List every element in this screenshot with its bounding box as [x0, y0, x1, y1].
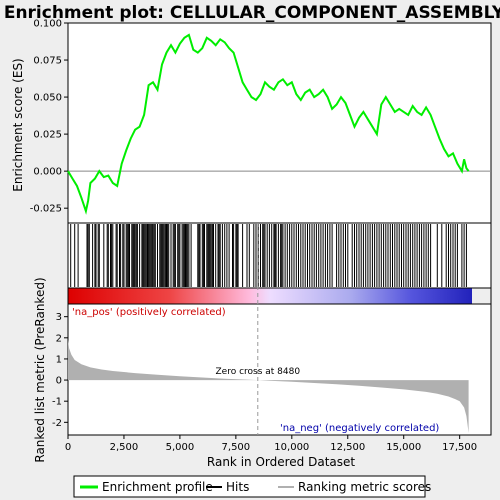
x-axis-ticks: 0 2,500 5,000 7,500 10,000 12,500 15,000 17,500	[65, 435, 477, 453]
es-y-axis-label: Enrichment score (ES)	[11, 58, 25, 191]
es-tick-label: 0.000	[33, 167, 62, 178]
metric-tick-label: 1	[56, 354, 62, 365]
x-tick-label: 15,000	[386, 442, 421, 453]
metric-y-ticks: -2 -1 0 1 2 3	[52, 312, 68, 429]
es-tick-label: 0.025	[33, 130, 62, 141]
legend-box	[73, 475, 426, 498]
metric-tick-label: 0	[56, 376, 62, 387]
metric-tick-label: -2	[52, 418, 62, 429]
metric-y-axis-label: Ranked list metric (PreRanked)	[33, 277, 47, 462]
x-tick-label: 7,500	[222, 442, 251, 453]
es-tick-label: 0.100	[33, 19, 62, 30]
x-tick-label: 17,500	[442, 442, 477, 453]
es-tick-label: 0.050	[33, 93, 62, 104]
x-tick-label: 0	[65, 442, 71, 453]
metric-tick-label: -1	[52, 397, 62, 408]
x-axis-label: Rank in Ordered Dataset	[207, 455, 355, 469]
neg-correlation-label: 'na_neg' (negatively correlated)	[280, 423, 439, 434]
metric-panel	[67, 303, 492, 436]
hit-markers	[70, 224, 467, 287]
x-tick-label: 10,000	[274, 442, 309, 453]
legend-enrichment-label: Enrichment profile	[102, 480, 213, 494]
metric-tick-label: 2	[56, 333, 62, 344]
rank-color-bar	[68, 288, 472, 304]
legend-hits-label: Hits	[226, 480, 249, 494]
hits-panel	[67, 222, 492, 289]
x-tick-label: 12,500	[330, 442, 365, 453]
chart-title: Enrichment plot: CELLULAR_COMPONENT_ASSE…	[4, 3, 500, 23]
pos-correlation-label: 'na_pos' (positively correlated)	[72, 307, 226, 318]
es-tick-label: -0.025	[30, 204, 62, 215]
es-panel	[67, 22, 492, 224]
es-tick-label: 0.075	[33, 56, 62, 67]
ranking-metric-area	[68, 339, 469, 433]
x-tick-label: 5,000	[166, 442, 195, 453]
x-tick-label: 2,500	[110, 442, 139, 453]
zero-cross-label: Zero cross at 8480	[216, 367, 301, 377]
legend: Enrichment profile Hits Ranking metric s…	[73, 475, 431, 498]
es-y-ticks: -0.025 0.000 0.025 0.050 0.075 0.100	[30, 19, 68, 215]
enrichment-profile-line	[67, 33, 470, 215]
legend-metric-label: Ranking metric scores	[298, 480, 431, 494]
metric-tick-label: 3	[56, 312, 62, 323]
